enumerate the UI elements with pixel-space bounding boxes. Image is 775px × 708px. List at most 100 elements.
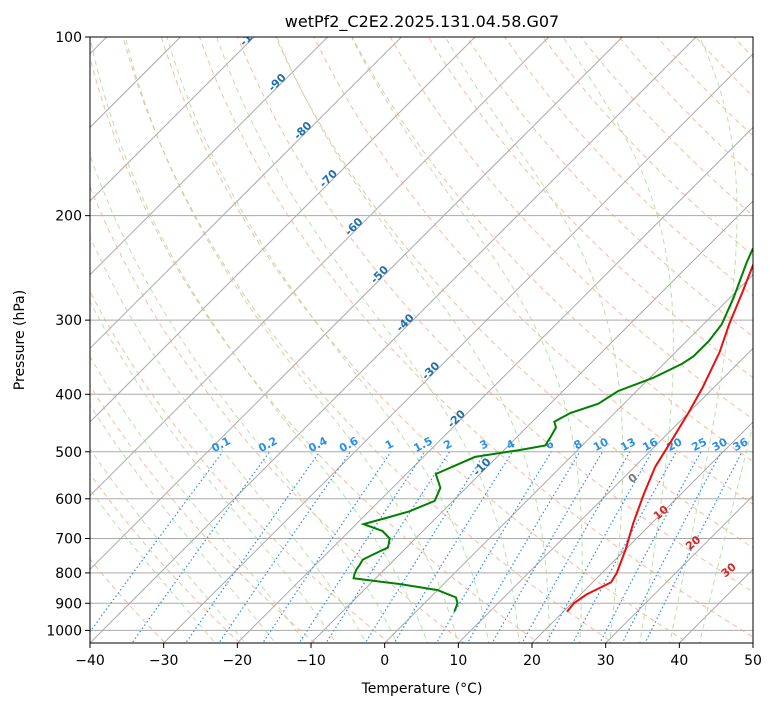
background-lines	[90, 37, 753, 643]
isotherm-line	[90, 37, 403, 350]
axes: −40 −30 −20 −10 0 10 20 30 40 5010020030040050060…	[46, 30, 762, 669]
mixing-ratio-label: 36	[731, 435, 751, 454]
mixing-ratio-line	[364, 451, 487, 643]
x-tick-label: −30	[149, 653, 179, 669]
moist-adiabat-line	[90, 488, 216, 643]
mixing-ratio-label: 16	[640, 435, 660, 454]
isotherm-line	[383, 273, 753, 643]
isotherm-line	[90, 37, 550, 497]
mixing-ratio-label: 20	[665, 435, 685, 454]
moist-adiabat-label: 0	[626, 471, 640, 486]
dry-adiabat-label: -20	[445, 407, 468, 430]
dry-adiabat-line	[90, 55, 540, 643]
mixing-ratio-line	[218, 451, 351, 643]
dry-adiabat-label: -80	[291, 119, 314, 142]
mixing-ratio-line	[185, 451, 321, 643]
y-tick-label: 400	[55, 387, 82, 403]
moist-adiabat-line	[276, 37, 550, 643]
mixing-ratio-line	[131, 451, 271, 643]
dry-adiabat-line	[275, 37, 753, 549]
isotherm-line	[752, 642, 753, 643]
dry-adiabat-label: -70	[317, 167, 340, 190]
mixing-ratio-line	[393, 451, 513, 643]
dry-adiabat-line	[542, 37, 753, 256]
chart-title: wetPf2_C2E2.2025.131.04.58.G07	[285, 12, 559, 32]
moist-adiabat-label: 40	[757, 585, 775, 605]
moist-adiabat-line	[124, 37, 459, 643]
moist-adiabat-label: 30	[719, 560, 739, 580]
dry-adiabat-label: -90	[266, 71, 289, 94]
mixing-ratio-label: 13	[618, 435, 638, 454]
plot-frame	[89, 36, 754, 644]
dry-adiabat-line	[732, 37, 753, 58]
dry-adiabat-line	[198, 37, 753, 638]
dry-adiabat-line	[656, 37, 753, 137]
mixing-ratio-label: 25	[689, 435, 709, 454]
x-tick-label: −20	[223, 653, 253, 669]
y-tick-label: 100	[55, 30, 82, 46]
mixing-ratio-line	[262, 451, 392, 643]
moist-adiabat-line	[90, 448, 246, 643]
moist-adiabat-label: 10	[651, 503, 671, 523]
moist-adiabat-label: 20	[683, 533, 703, 553]
mixing-ratio-line	[435, 451, 552, 643]
isotherm-line	[162, 52, 753, 643]
dry-adiabat-line	[465, 37, 753, 338]
mixing-ratio-line	[521, 451, 631, 643]
mixing-ratio-line	[325, 451, 451, 643]
dry-adiabat-line	[90, 290, 391, 643]
y-axis-label: Pressure (hPa)	[12, 290, 28, 390]
moist-adiabat-line	[444, 37, 624, 643]
x-tick-label: 0	[380, 653, 389, 669]
isotherm-line	[310, 200, 753, 643]
mixing-ratio-line	[599, 451, 702, 643]
moist-adiabat-line	[90, 37, 429, 643]
dry-adiabat-line	[90, 185, 465, 643]
mixing-ratio-line	[545, 451, 653, 643]
moist-adiabat-line	[90, 404, 276, 643]
dry-adiabat-label: -60	[342, 215, 365, 238]
x-tick-label: 30	[597, 653, 615, 669]
temperature-profile-line	[566, 262, 753, 613]
mixing-ratio-label: 30	[710, 435, 730, 454]
moist-adiabat-line	[90, 355, 307, 643]
profile-series	[352, 246, 753, 613]
isotherm-line	[90, 37, 476, 423]
line-labels: 0.1 0.2 0.4 0.6 1 1.5 2 3 4 6 8 10 13 16 20 25 30 36-100-…	[209, 37, 775, 605]
x-tick-label: 20	[523, 653, 541, 669]
isotherm-line	[236, 126, 753, 643]
y-tick-label: 700	[55, 532, 82, 548]
moist-adiabat-line	[216, 37, 520, 643]
dry-adiabat-line	[618, 37, 753, 177]
moist-adiabat-line	[166, 37, 490, 643]
isotherm-line	[90, 37, 624, 571]
mixing-ratio-label: 3	[478, 437, 491, 452]
mixing-ratio-label: 10	[591, 435, 611, 454]
moist-adiabat-line	[90, 153, 398, 643]
x-tick-label: 50	[744, 653, 762, 669]
dewpoint-profile-line	[352, 246, 753, 613]
y-tick-label: 900	[55, 596, 82, 612]
y-tick-label: 1000	[46, 623, 82, 639]
x-tick-label: 40	[670, 653, 688, 669]
dry-adiabat-line	[389, 37, 753, 420]
isotherm-line	[604, 494, 753, 643]
x-tick-label: −10	[296, 653, 326, 669]
dry-adiabat-line	[504, 37, 753, 297]
mixing-ratio-line	[298, 451, 426, 643]
dry-adiabat-label: -50	[368, 263, 391, 286]
x-tick-label: 10	[449, 653, 467, 669]
dry-adiabat-line	[427, 37, 753, 379]
dry-adiabat-line	[313, 37, 753, 505]
moist-adiabat-line	[351, 37, 583, 643]
dry-adiabat-line	[160, 37, 690, 643]
dry-adiabat-line	[90, 473, 241, 643]
moist-adiabat-line	[669, 37, 738, 643]
moist-adiabat-line	[699, 422, 753, 643]
dry-adiabat-line	[580, 37, 753, 217]
y-tick-label: 300	[55, 313, 82, 329]
y-tick-label: 200	[55, 209, 82, 225]
x-axis-label: Temperature (°C)	[361, 681, 483, 697]
y-tick-label: 800	[55, 566, 82, 582]
